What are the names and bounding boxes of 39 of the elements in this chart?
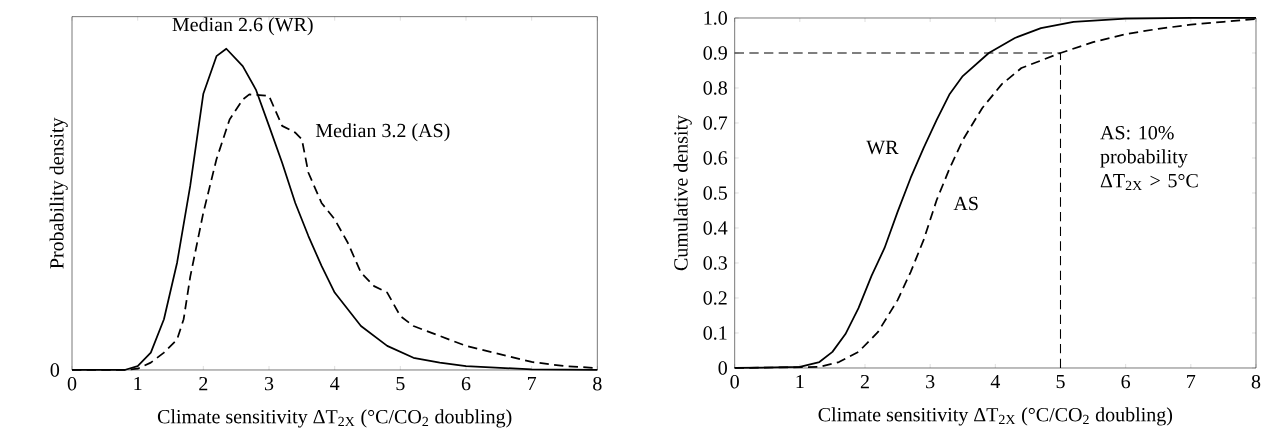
y-tick-label: 0.3: [703, 256, 727, 270]
y-tick-label: 0.2: [703, 291, 727, 305]
y-tick-label: 0.6: [703, 151, 728, 165]
x-tick-label: 4: [990, 374, 1001, 389]
y-tick-label: 1.0: [704, 11, 727, 25]
text: 0: [50, 363, 60, 377]
x-tick-label: 3: [264, 376, 274, 391]
x-tick-label: 6: [1121, 374, 1131, 389]
y-axis-title: Probability density: [49, 117, 68, 269]
y-tick-label: 0.5: [703, 186, 727, 200]
x-tick-label: 8: [1251, 374, 1261, 389]
x-tick-label: 1: [796, 374, 804, 389]
x-tick-label: 0: [67, 376, 77, 391]
annotation: AS: 10% probability ΔT$_{2X}$ > 5°C: [1100, 125, 1198, 191]
y-tick-label: 0.9: [703, 46, 727, 60]
x-tick-label: 3: [926, 374, 935, 389]
x-tick-label: 7: [527, 376, 537, 391]
x-tick-label: 2: [199, 376, 208, 391]
x-tick-label: 1: [134, 376, 142, 391]
series-label: WR: [866, 140, 899, 155]
y-tick-label: 0.8: [703, 81, 727, 95]
x-tick-label: 8: [593, 376, 602, 391]
series-label: AS: [953, 196, 978, 211]
x-axis-title: Climate sensitivity ΔT$_{2X}$ (°C/CO$_{2}$ doubling): [157, 409, 512, 428]
x-tick-label: 4: [330, 376, 340, 391]
x-tick-label: 7: [1187, 374, 1196, 389]
y-tick-label: 0: [718, 361, 727, 375]
x-tick-label: 6: [461, 376, 471, 391]
x-tick-label: 0: [730, 374, 739, 389]
x-axis-title: Climate sensitivity ΔT$_{2X}$ (°C/CO$_{2}$ doubling): [818, 407, 1173, 426]
x-tick-label: 2: [860, 374, 869, 389]
x-tick-label: 5: [1056, 374, 1065, 389]
y-axis-title: Cumulative density: [673, 115, 692, 271]
annotation: Median 3.2 (AS): [315, 123, 450, 142]
y-tick-label: 0.7: [703, 116, 728, 130]
y-tick-label: 0.1: [703, 326, 727, 340]
y-tick-label: 0.4: [703, 221, 728, 235]
x-tick-label: 5: [396, 376, 405, 391]
text: Median 2.6 (WR): [172, 17, 313, 36]
